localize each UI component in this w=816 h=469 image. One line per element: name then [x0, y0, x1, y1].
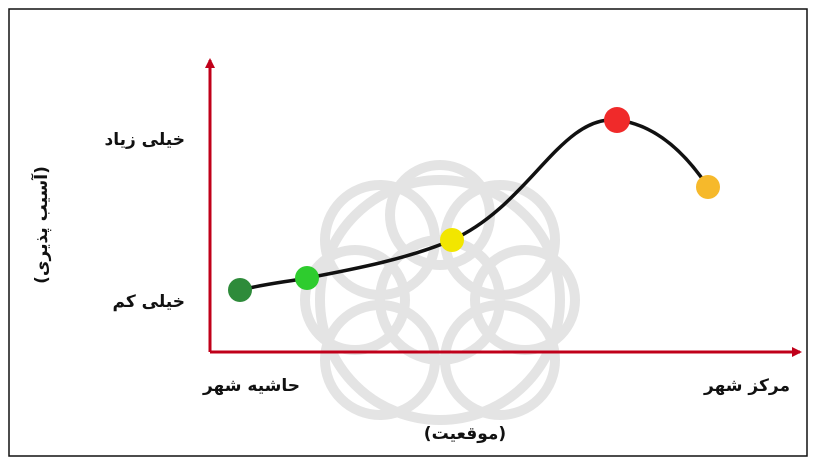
point — [228, 278, 252, 302]
frame — [8, 8, 808, 457]
watermark — [300, 160, 580, 425]
point — [295, 266, 319, 290]
y-axis-title: (آسیب پذیری) — [30, 166, 52, 284]
point — [696, 175, 720, 199]
point — [440, 228, 464, 252]
x-axis-title: (موقعیت) — [424, 424, 506, 444]
y-high-label: خیلی زیاد — [104, 130, 185, 150]
x-start-label: حاشیه شهر — [202, 376, 300, 396]
x-end-label: مرکز شهر — [703, 376, 790, 396]
y-low-label: خیلی کم — [113, 292, 185, 312]
point — [604, 107, 630, 133]
